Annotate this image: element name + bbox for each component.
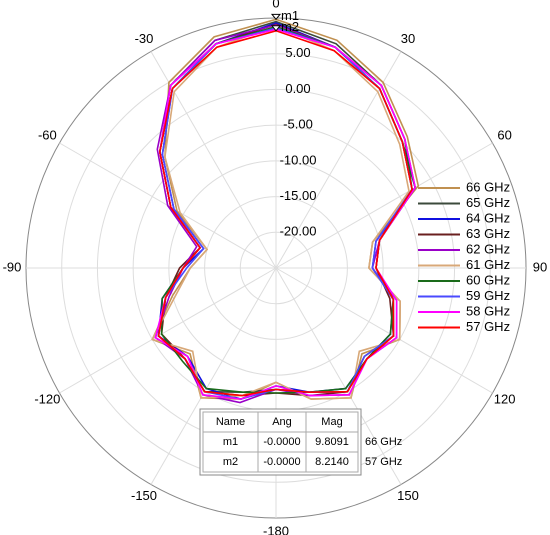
table-freq: 66 GHz xyxy=(365,436,402,448)
marker xyxy=(270,25,282,32)
angle-label: -120 xyxy=(34,391,60,406)
r-tick-label: 5.00 xyxy=(285,45,310,60)
legend-label: 64 GHz xyxy=(466,210,510,225)
angle-label: 120 xyxy=(494,391,516,406)
angle-label: 150 xyxy=(397,488,419,503)
marker-label: m1 xyxy=(281,8,299,23)
legend-label: 65 GHz xyxy=(466,195,510,210)
grid-spoke xyxy=(275,267,493,394)
grid-spoke xyxy=(275,267,402,485)
table-freq: 57 GHz xyxy=(365,456,402,468)
legend-label: 58 GHz xyxy=(466,303,510,318)
legend-label: 59 GHz xyxy=(466,288,510,303)
angle-label: -60 xyxy=(38,127,57,142)
grid-spoke xyxy=(150,51,277,269)
grid-spoke xyxy=(150,267,277,485)
angle-label: -180 xyxy=(263,523,289,535)
table-cell-text: -0.0000 xyxy=(263,436,300,448)
legend-label: 60 GHz xyxy=(466,272,510,287)
r-tick-label: -10.00 xyxy=(280,152,317,167)
r-tick-label: -15.00 xyxy=(280,188,317,203)
marker xyxy=(270,13,282,21)
angle-label: 90 xyxy=(533,259,547,274)
legend-label: 66 GHz xyxy=(466,179,510,194)
table-header: Name xyxy=(216,416,245,428)
angle-label: 60 xyxy=(497,127,511,142)
grid-spoke xyxy=(275,51,402,269)
angle-label: -150 xyxy=(131,488,157,503)
angle-label: -90 xyxy=(3,259,22,274)
table-header: Ang xyxy=(272,416,292,428)
table-cell-text: 9.8091 xyxy=(315,436,349,448)
legend-label: 57 GHz xyxy=(466,319,510,334)
grid-spoke xyxy=(275,142,493,269)
table-cell-text: m2 xyxy=(223,456,238,468)
r-tick-label: 0.00 xyxy=(285,81,310,96)
angle-label: 30 xyxy=(401,31,415,46)
r-tick-label: -5.00 xyxy=(283,117,313,132)
table-cell-text: 8.2140 xyxy=(315,456,349,468)
table-box xyxy=(199,408,362,476)
angle-label: 0 xyxy=(272,0,279,10)
table-cell xyxy=(305,451,359,473)
table-cell-text: -0.0000 xyxy=(263,456,300,468)
legend-label: 63 GHz xyxy=(466,226,510,241)
grid-spoke xyxy=(59,267,277,394)
table-header: Mag xyxy=(321,416,342,428)
legend-label: 62 GHz xyxy=(466,241,510,256)
angle-label: -30 xyxy=(135,31,154,46)
legend-label: 61 GHz xyxy=(466,257,510,272)
marker-label: m2 xyxy=(281,19,299,34)
table-cell-text: m1 xyxy=(223,436,238,448)
r-tick-label: -20.00 xyxy=(280,224,317,239)
